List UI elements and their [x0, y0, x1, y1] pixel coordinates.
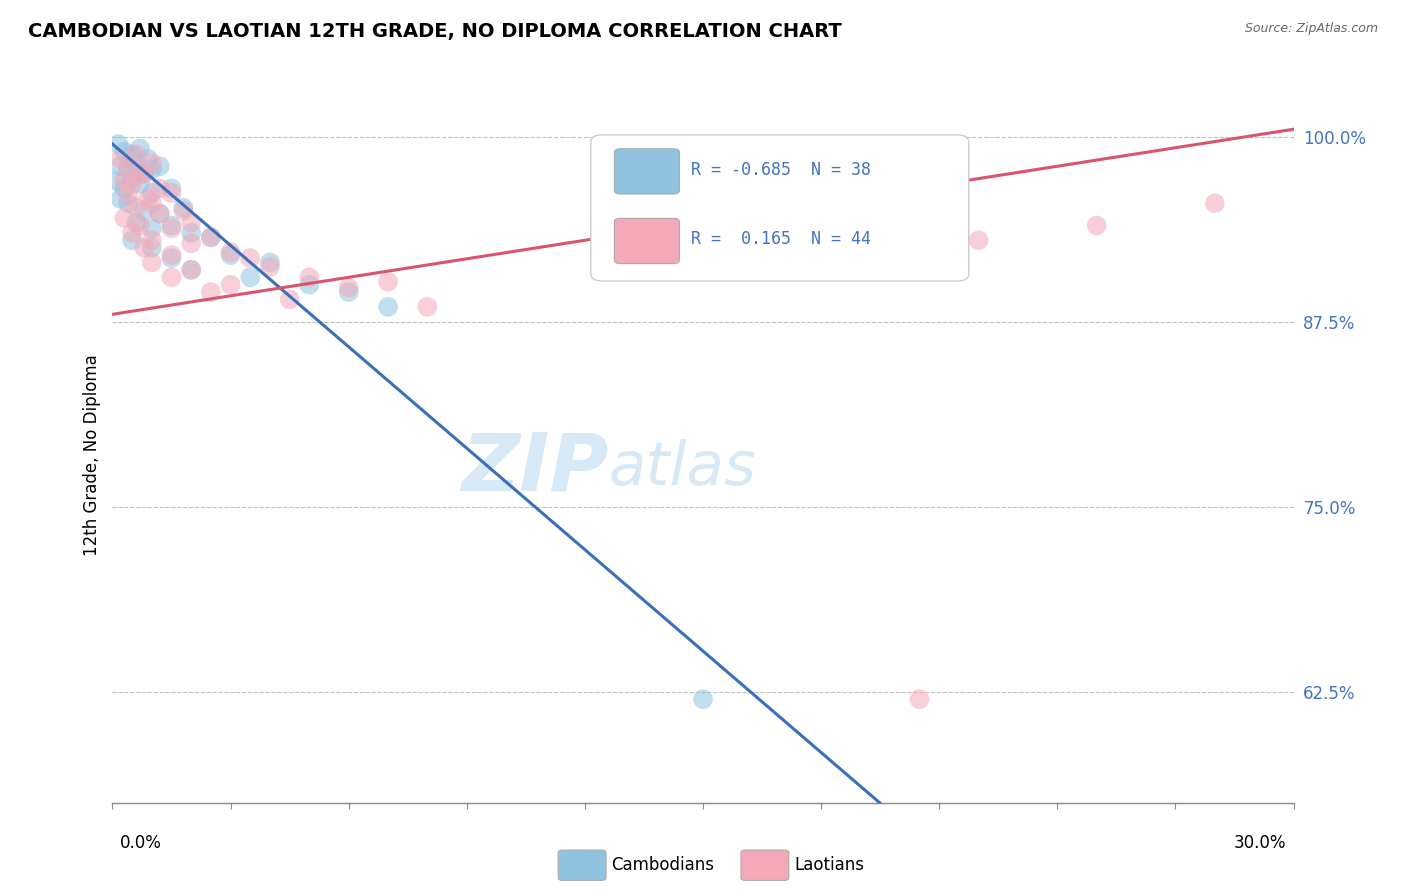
Point [239, 270, 262, 285]
Point [141, 186, 163, 200]
Point [149, 206, 172, 220]
FancyBboxPatch shape [614, 149, 679, 194]
Point [129, 219, 152, 233]
Point [141, 162, 163, 177]
Point [129, 167, 152, 181]
Point [132, 241, 155, 255]
Point [160, 181, 183, 195]
Point [110, 192, 132, 206]
Text: Cambodians: Cambodians [612, 856, 714, 874]
Point [132, 203, 155, 218]
Point [180, 215, 202, 229]
Text: CAMBODIAN VS LAOTIAN 12TH GRADE, NO DIPLOMA CORRELATION CHART: CAMBODIAN VS LAOTIAN 12TH GRADE, NO DIPL… [28, 22, 842, 41]
Point [160, 248, 183, 262]
Point [239, 251, 262, 265]
Point [200, 230, 222, 244]
Point [219, 245, 242, 260]
Point [132, 167, 155, 181]
Point [125, 201, 148, 215]
Point [112, 145, 135, 159]
Point [112, 181, 135, 195]
Point [889, 241, 911, 255]
Point [377, 275, 399, 289]
Point [136, 152, 159, 166]
Point [125, 147, 148, 161]
Point [377, 300, 399, 314]
Point [160, 186, 183, 200]
Point [141, 233, 163, 247]
Point [298, 270, 321, 285]
Point [160, 219, 183, 233]
Point [125, 215, 148, 229]
Point [259, 255, 281, 269]
Point [908, 692, 931, 706]
Text: Laotians: Laotians [794, 856, 865, 874]
Point [967, 233, 990, 247]
Point [259, 260, 281, 274]
Point [125, 156, 148, 170]
Point [121, 171, 143, 186]
FancyBboxPatch shape [591, 135, 969, 281]
Point [219, 277, 242, 292]
Point [160, 251, 183, 265]
Point [110, 152, 132, 166]
Text: 0.0%: 0.0% [120, 834, 162, 852]
Point [219, 248, 242, 262]
Point [337, 285, 360, 299]
Text: R =  0.165  N = 44: R = 0.165 N = 44 [692, 230, 872, 248]
Point [136, 192, 159, 206]
Text: Source: ZipAtlas.com: Source: ZipAtlas.com [1244, 22, 1378, 36]
Point [112, 174, 135, 188]
Point [180, 263, 202, 277]
Point [1085, 219, 1108, 233]
Point [149, 206, 172, 220]
Point [132, 167, 155, 181]
Point [117, 162, 139, 177]
Point [172, 203, 194, 218]
Point [121, 233, 143, 247]
Point [337, 280, 360, 294]
Point [121, 226, 143, 240]
Point [141, 241, 163, 255]
Point [117, 159, 139, 173]
Point [172, 201, 194, 215]
Point [112, 211, 135, 225]
Point [298, 277, 321, 292]
Point [416, 300, 439, 314]
Text: R = -0.685  N = 38: R = -0.685 N = 38 [692, 161, 872, 178]
Point [107, 136, 129, 151]
FancyBboxPatch shape [614, 219, 679, 264]
Point [692, 692, 714, 706]
Point [117, 189, 139, 203]
Point [180, 226, 202, 240]
Text: atlas: atlas [609, 440, 756, 499]
Point [141, 196, 163, 211]
Point [129, 177, 152, 191]
Point [1204, 196, 1226, 211]
Y-axis label: 12th Grade, No Diploma: 12th Grade, No Diploma [83, 354, 101, 556]
Point [278, 293, 301, 307]
Point [117, 196, 139, 211]
Point [141, 156, 163, 170]
Text: 30.0%: 30.0% [1234, 834, 1286, 852]
Point [141, 221, 163, 235]
Text: ZIP: ZIP [461, 430, 609, 508]
Point [200, 230, 222, 244]
Point [160, 270, 183, 285]
Point [105, 174, 128, 188]
Point [129, 141, 152, 155]
Point [141, 255, 163, 269]
Point [110, 159, 132, 173]
Point [200, 285, 222, 299]
Point [149, 159, 172, 173]
Point [121, 177, 143, 191]
Point [160, 221, 183, 235]
Point [180, 263, 202, 277]
Point [149, 181, 172, 195]
Point [180, 236, 202, 251]
Point [121, 147, 143, 161]
